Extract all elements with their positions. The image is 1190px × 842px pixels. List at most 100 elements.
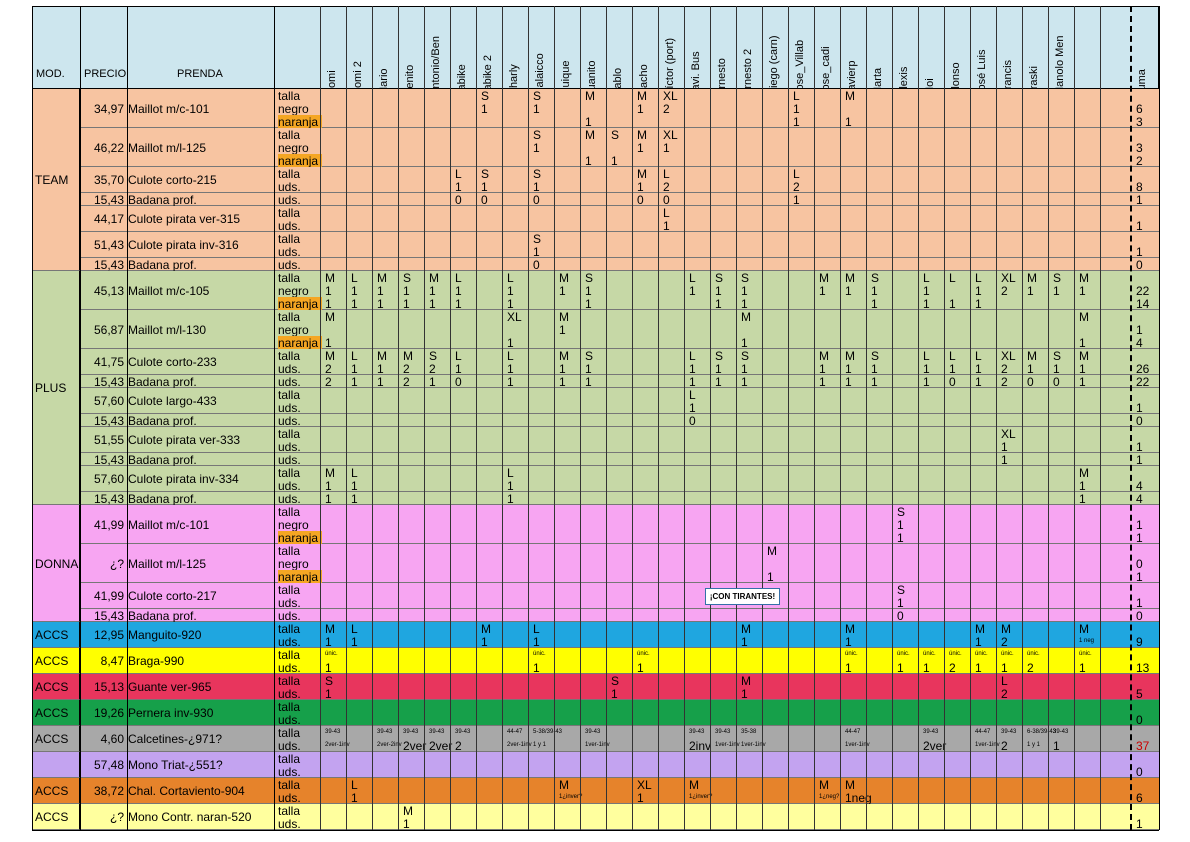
sub-label: talla [278, 726, 301, 740]
price-cell: 12,95 [93, 628, 124, 642]
value-cell: 1 [403, 817, 410, 831]
value-cell: 1 [897, 661, 904, 675]
value-cell: M [845, 349, 855, 363]
group-row-bg [80, 271, 1159, 310]
value-cell: 1 [351, 791, 358, 805]
value-cell: 1 [585, 115, 592, 129]
value-cell: 1ver-1inv [715, 742, 740, 748]
value-cell: M [1079, 622, 1089, 636]
value-cell: S [741, 349, 750, 363]
value-cell: 1 [741, 336, 748, 350]
value-cell: 1 [429, 297, 436, 311]
suma-cell: 6 [1136, 791, 1143, 805]
value-cell: 39-43 [923, 729, 939, 735]
group-row-bg [80, 453, 1159, 466]
value-cell: 1 [429, 284, 436, 298]
value-cell: 1 [689, 401, 696, 415]
value-cell: S [1053, 271, 1062, 285]
item-name: Maillot m/c-101 [128, 517, 210, 532]
value-cell: 1 [455, 180, 462, 194]
sub-label: talla [278, 700, 301, 714]
suma-cell: 1 [1136, 817, 1143, 831]
value-cell: 1 [1027, 362, 1034, 376]
price-cell: 57,60 [93, 394, 124, 408]
item-name: Culote corto-217 [128, 589, 217, 603]
value-cell: 2ver-1inv [507, 742, 532, 748]
value-cell: 1 [585, 284, 592, 298]
value-cell: 1 [325, 492, 332, 506]
value-cell: 1 [325, 297, 332, 311]
group-row-bg [80, 258, 1159, 271]
suma-cell: 8 [1136, 180, 1143, 194]
header-row [32, 6, 1159, 89]
item-name: Culote largo-433 [128, 394, 217, 408]
value-cell: M [637, 89, 647, 103]
value-cell: 2ver [429, 739, 453, 753]
suma-cell: 1 [1136, 596, 1143, 610]
sub-label: uds. [278, 453, 301, 467]
price-cell: ¿? [109, 810, 124, 824]
value-cell: S [481, 89, 490, 103]
value-cell: M [559, 349, 569, 363]
value-cell: 1 [377, 284, 384, 298]
sub-label: talla [278, 271, 301, 285]
value-cell: S [611, 674, 620, 688]
group-row-bg [80, 804, 1159, 830]
group-label-bg [32, 726, 80, 752]
group-row-bg [80, 622, 1159, 648]
group-row-bg [80, 414, 1159, 427]
grid-line [1022, 6, 1023, 830]
sub-label: naranja [278, 570, 322, 584]
grid-line [788, 6, 789, 830]
value-cell: 2 [1001, 375, 1008, 389]
grid-line [970, 6, 971, 830]
value-cell: 1 [689, 375, 696, 389]
item-name: Chal. Cortaviento-904 [128, 784, 245, 798]
value-cell: 1 [975, 661, 982, 675]
value-cell: L [507, 271, 514, 285]
sub-label: uds. [278, 193, 301, 207]
value-cell: 2 [325, 362, 332, 376]
value-cell: 1 [819, 284, 826, 298]
value-cell: M [689, 778, 699, 792]
value-cell: únic. [949, 651, 962, 657]
price-cell: 15,43 [93, 608, 124, 623]
group-label-bg [32, 752, 80, 778]
group-name: ACCS [35, 784, 69, 798]
value-cell: M [559, 310, 569, 324]
value-cell: M [741, 622, 751, 636]
value-cell: 1 [975, 635, 982, 649]
suma-cell: 4 [1136, 492, 1143, 506]
sub-label: negro [278, 102, 309, 116]
sub-label: uds. [278, 596, 301, 610]
group-row-bg [80, 232, 1159, 258]
value-cell: S [871, 349, 880, 363]
value-cell: 0 [455, 375, 462, 389]
value-cell: 2 [1001, 362, 1008, 376]
value-cell: 1¿neg? [819, 794, 840, 800]
suma-cell: 2 [1136, 154, 1143, 168]
price-cell: 4,60 [100, 732, 124, 746]
value-cell: S [533, 89, 542, 103]
value-cell: S [403, 271, 412, 285]
price-cell: ¿? [109, 556, 124, 571]
value-cell: 1 [533, 661, 540, 675]
value-cell: 1 [585, 375, 592, 389]
grid-line [398, 6, 399, 830]
item-name: Braga-990 [128, 654, 185, 668]
value-cell: 39-43 [585, 729, 601, 735]
item-name: Maillot m/l-125 [128, 140, 207, 155]
value-cell: 1 [845, 375, 852, 389]
value-cell: M [377, 349, 387, 363]
value-cell: 1 neg [1079, 638, 1095, 644]
value-cell: 1 [871, 362, 878, 376]
value-cell: 1 [1001, 440, 1008, 454]
suma-cell: 1 [1136, 570, 1143, 584]
grid-line [450, 6, 451, 830]
price-cell: 19,26 [93, 706, 124, 720]
price-cell: 15,43 [93, 491, 124, 506]
group-row-bg [80, 648, 1159, 674]
header-prenda: PRENDA [177, 68, 223, 80]
value-cell: L [507, 466, 514, 480]
sub-label: uds. [278, 817, 301, 831]
